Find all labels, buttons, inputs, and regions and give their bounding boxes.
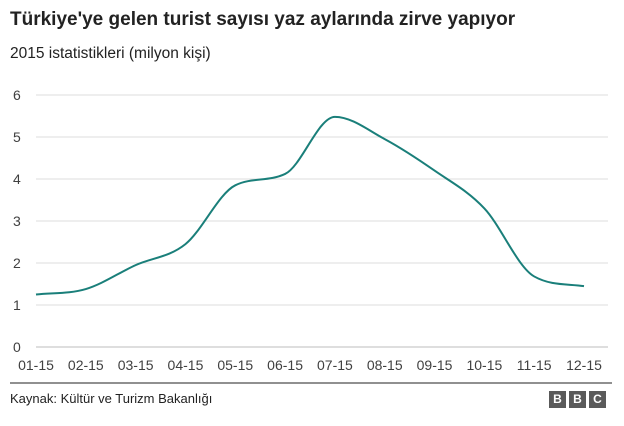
y-tick-label: 0 <box>13 339 21 355</box>
y-axis-tick-labels: 0 1 2 3 4 5 6 <box>13 87 21 355</box>
logo-letter-b1: B <box>549 391 566 408</box>
data-point-09-15 <box>433 169 437 173</box>
data-point-05-15 <box>233 183 237 187</box>
x-tick-label: 10-15 <box>466 357 502 373</box>
y-tick-label: 1 <box>13 297 21 313</box>
chart-title: Türkiye'ye gelen turist sayısı yaz aylar… <box>10 9 516 30</box>
bbc-logo: B B C <box>549 391 606 408</box>
x-axis-tick-labels: 01-15 02-15 03-15 04-15 05-15 06-15 07-15 08-15… <box>18 357 602 373</box>
series-line-0 <box>35 115 585 296</box>
data-point-04-15 <box>183 242 187 246</box>
data-point-07-15 <box>333 115 337 119</box>
data-point-08-15 <box>383 137 387 141</box>
x-tick-label: 06-15 <box>267 357 303 373</box>
x-tick-label: 08-15 <box>367 357 403 373</box>
gridlines <box>36 94 608 348</box>
x-tick-label: 03-15 <box>118 357 154 373</box>
x-tick-label: 04-15 <box>168 357 204 373</box>
y-tick-label: 2 <box>13 255 21 271</box>
series-layer <box>34 115 586 297</box>
y-tick-label: 4 <box>13 171 21 187</box>
data-point-03-15 <box>134 263 138 267</box>
logo-letter-b2: B <box>569 391 586 408</box>
data-point-10-15 <box>482 206 486 210</box>
y-tick-label: 6 <box>13 87 21 103</box>
data-point-12-15 <box>582 284 586 288</box>
data-point-11-15 <box>532 274 536 278</box>
data-point-01-15 <box>34 293 38 297</box>
x-tick-label: 07-15 <box>317 357 353 373</box>
x-tick-label: 11-15 <box>517 357 552 373</box>
x-tick-label: 05-15 <box>217 357 253 373</box>
y-tick-label: 3 <box>13 213 21 229</box>
y-tick-label: 5 <box>13 129 21 145</box>
logo-letter-c: C <box>589 391 606 408</box>
x-tick-label: 12-15 <box>566 357 602 373</box>
data-point-02-15 <box>84 287 88 291</box>
x-tick-label: 01-15 <box>18 357 54 373</box>
x-tick-label: 09-15 <box>417 357 453 373</box>
source-note: Kaynak: Kültür ve Turizm Bakanlığı <box>10 391 213 406</box>
data-point-06-15 <box>283 172 287 176</box>
x-tick-label: 02-15 <box>68 357 104 373</box>
chart-subtitle: 2015 istatistikleri (milyon kişi) <box>10 45 211 62</box>
